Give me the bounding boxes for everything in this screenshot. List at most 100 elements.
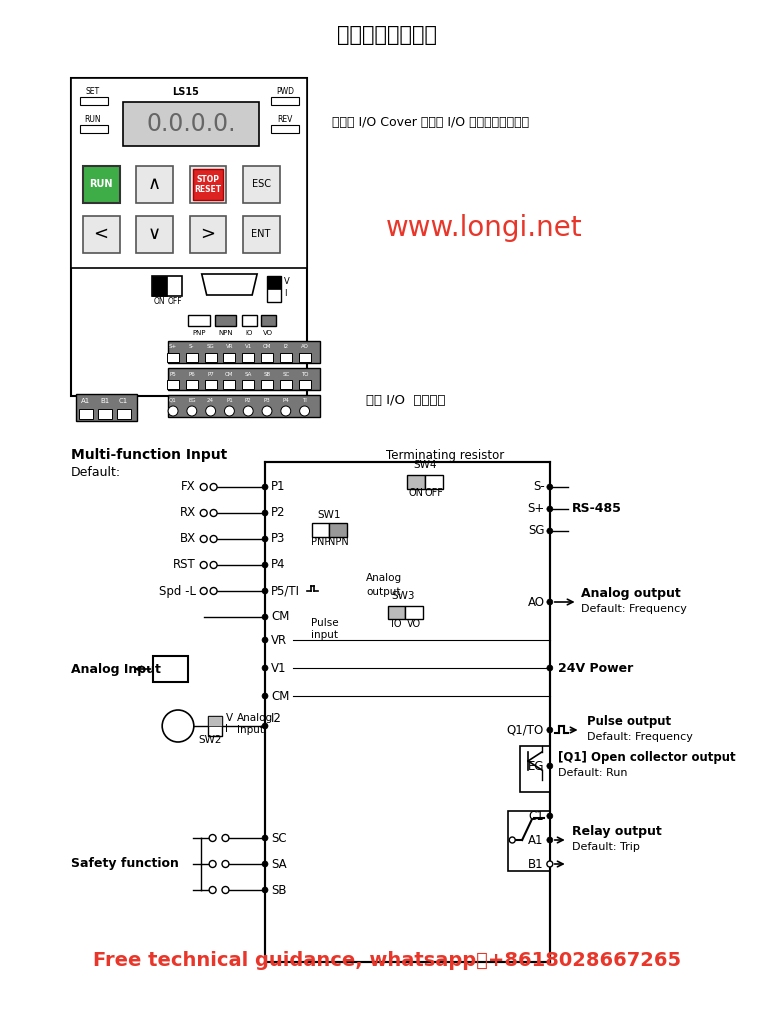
Circle shape [262, 484, 268, 490]
Bar [508, 811, 550, 871]
Bar [299, 353, 310, 362]
Text: Default: Run: Default: Run [558, 768, 627, 778]
Bar [405, 606, 423, 618]
Text: STOP: STOP [196, 174, 219, 183]
Circle shape [262, 614, 268, 620]
Circle shape [168, 406, 178, 416]
Circle shape [200, 483, 207, 490]
Circle shape [210, 483, 217, 490]
Text: >: > [200, 225, 215, 243]
Circle shape [222, 835, 229, 842]
Circle shape [547, 528, 553, 534]
Circle shape [200, 561, 207, 568]
Text: CM: CM [263, 344, 271, 349]
Text: EG: EG [188, 397, 196, 402]
Text: P5: P5 [170, 372, 177, 377]
Bar [265, 462, 550, 962]
Text: 24V Power: 24V Power [558, 662, 633, 675]
Text: ON: ON [409, 488, 424, 498]
Text: Analog output: Analog output [582, 588, 681, 600]
Text: P2: P2 [271, 507, 285, 519]
Circle shape [210, 561, 217, 568]
Circle shape [509, 837, 515, 843]
Text: SC: SC [271, 831, 286, 845]
Bar [388, 606, 405, 618]
Bar [214, 315, 236, 326]
Bar [152, 276, 167, 296]
Text: S-: S- [533, 480, 545, 494]
Text: [Q1] Open collector output: [Q1] Open collector output [558, 752, 735, 765]
Circle shape [547, 484, 553, 490]
Text: RESET: RESET [194, 185, 221, 195]
Text: ESC: ESC [252, 179, 271, 189]
Text: SB: SB [271, 884, 286, 896]
Text: Free technical guidance, whatsapp：+8618028667265: Free technical guidance, whatsapp：+86180… [92, 950, 680, 970]
Text: BX: BX [180, 532, 196, 546]
Bar [167, 380, 179, 389]
Text: P1: P1 [271, 480, 285, 494]
Bar [242, 353, 254, 362]
Bar [123, 102, 259, 146]
Bar [186, 380, 198, 389]
Circle shape [262, 887, 268, 893]
Bar [208, 716, 221, 736]
Text: TO: TO [301, 372, 308, 377]
Text: SC: SC [282, 372, 289, 377]
Text: V: V [284, 278, 289, 287]
Bar [243, 166, 280, 203]
Bar [299, 380, 310, 389]
Text: Analog: Analog [366, 573, 402, 583]
Bar [98, 409, 112, 419]
Text: SW3: SW3 [392, 591, 415, 601]
Bar [407, 475, 425, 489]
Text: B1: B1 [100, 398, 109, 404]
Bar [242, 380, 254, 389]
Bar [153, 656, 188, 682]
Text: FX: FX [181, 480, 196, 494]
Bar [190, 166, 227, 203]
Circle shape [224, 406, 235, 416]
Bar [267, 276, 281, 289]
Bar [267, 276, 281, 302]
Text: SW2: SW2 [198, 735, 221, 745]
Circle shape [262, 406, 272, 416]
Circle shape [262, 637, 268, 643]
Text: A1: A1 [81, 398, 91, 404]
Text: CM: CM [271, 610, 289, 624]
Text: V: V [225, 713, 232, 723]
Bar [280, 380, 292, 389]
Text: VR: VR [271, 634, 287, 646]
Circle shape [262, 536, 268, 542]
Text: www.longi.net: www.longi.net [386, 214, 583, 242]
Text: LS15: LS15 [173, 87, 199, 97]
Text: V1: V1 [271, 662, 286, 675]
Circle shape [547, 861, 553, 867]
Circle shape [262, 588, 268, 594]
Circle shape [162, 710, 194, 742]
Text: IO: IO [246, 330, 253, 336]
Bar [261, 353, 273, 362]
Text: Analog: Analog [238, 713, 274, 723]
Text: SET: SET [86, 87, 100, 96]
Circle shape [547, 727, 553, 733]
Text: NPN: NPN [328, 537, 349, 547]
Text: RX: RX [180, 507, 196, 519]
Bar [71, 78, 307, 268]
Text: RST: RST [173, 558, 196, 571]
Text: SG: SG [206, 344, 214, 349]
Text: S+: S+ [169, 344, 178, 349]
Text: V1: V1 [245, 344, 252, 349]
Text: Relay output: Relay output [572, 825, 662, 839]
Bar [224, 380, 235, 389]
Text: Pulse output: Pulse output [587, 716, 672, 728]
Circle shape [206, 406, 216, 416]
Bar [83, 166, 120, 203]
Circle shape [222, 887, 229, 894]
Bar [137, 216, 173, 253]
Text: Input: Input [238, 725, 264, 735]
Text: I: I [225, 724, 228, 734]
Circle shape [200, 510, 207, 516]
Text: Default:: Default: [71, 466, 121, 478]
Text: Default: Frequency: Default: Frequency [587, 732, 694, 742]
Text: Pulse
input: Pulse input [310, 618, 338, 640]
